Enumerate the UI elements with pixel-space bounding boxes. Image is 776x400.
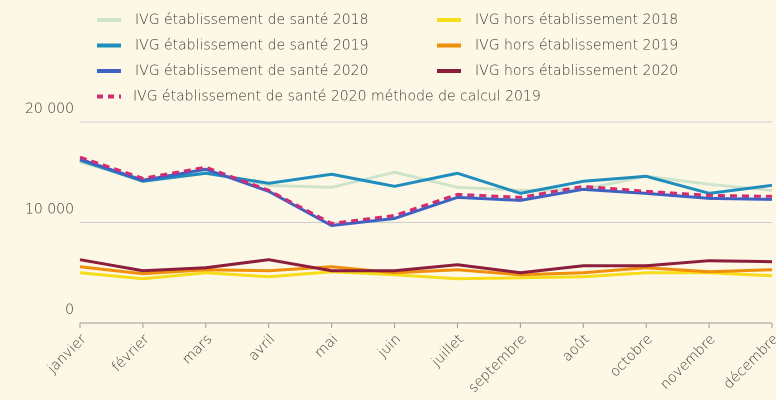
y-tick-label: 20 000 — [25, 101, 74, 117]
series-line — [79, 155, 773, 226]
x-tick-label: janvier — [44, 331, 90, 377]
series-line — [79, 265, 773, 277]
series-line — [79, 258, 773, 275]
y-tick-label: 0 — [65, 302, 74, 318]
series-line — [79, 158, 773, 195]
legend-label: IVG établissement de santé 2020 — [135, 63, 369, 79]
x-tick-label: septembre — [465, 331, 530, 396]
series-line — [79, 157, 773, 228]
legend-label: IVG établissement de santé 2018 — [135, 12, 369, 28]
series-line — [79, 270, 773, 281]
x-tick-label: avril — [246, 331, 279, 364]
x-tick-label: mai — [312, 331, 342, 361]
y-tick-label: 10 000 — [25, 202, 74, 218]
legend-label: IVG hors établissement 2018 — [475, 12, 678, 28]
legend-label: IVG établissement de santé 2020 méthode … — [133, 89, 541, 105]
legend-label: IVG hors établissement 2020 — [475, 63, 678, 79]
x-tick-label: juillet — [428, 331, 467, 370]
x-tick-label: août — [559, 331, 593, 365]
x-tick-label: octobre — [607, 331, 656, 380]
x-tick-label: novembre — [657, 331, 718, 392]
x-tick-label: juin — [374, 331, 404, 361]
x-tick-label: décembre — [721, 331, 776, 392]
x-tick-label: février — [109, 331, 153, 375]
x-tick-label: mars — [179, 331, 215, 367]
legend-label: IVG hors établissement 2019 — [475, 38, 678, 54]
legend-label: IVG établissement de santé 2019 — [135, 38, 369, 54]
